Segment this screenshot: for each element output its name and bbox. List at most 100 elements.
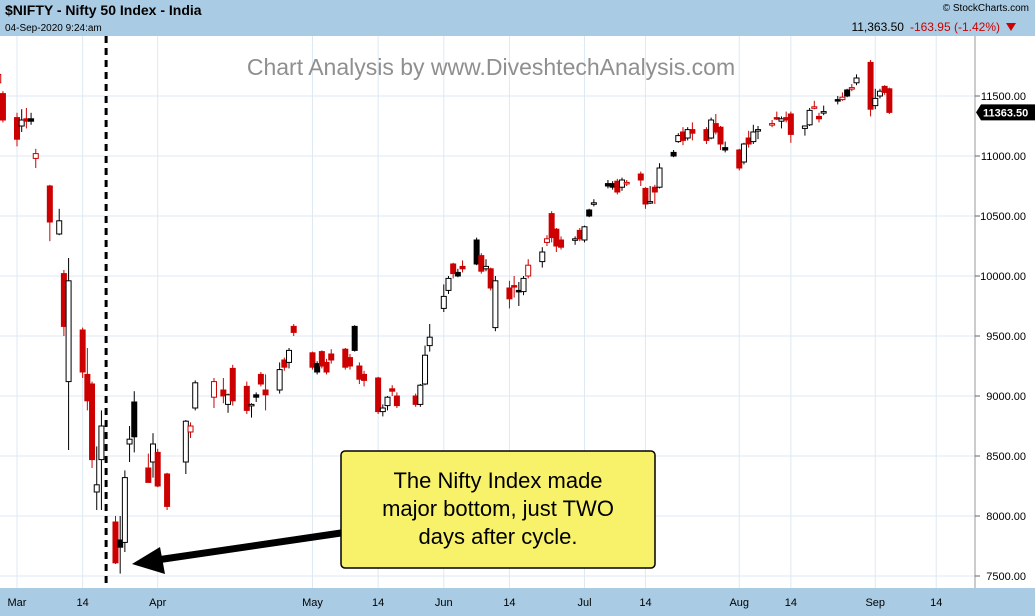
candle: [28, 112, 35, 125]
candle-body: [126, 438, 133, 445]
candle-body: [318, 351, 325, 367]
candle: [740, 142, 747, 165]
candle: [32, 148, 39, 168]
date-axis-panel: [0, 588, 1035, 616]
candle-body: [876, 90, 883, 97]
candle-body: [46, 185, 53, 223]
down-arrow-icon: [1006, 23, 1016, 31]
candle-body: [32, 153, 39, 159]
price-change: -163.95 (-1.42%): [910, 20, 1000, 34]
candle: [281, 357, 288, 371]
candlesticks: [0, 60, 893, 574]
candle: [769, 120, 776, 128]
candle-body: [56, 220, 63, 235]
candle-body: [487, 268, 494, 289]
candle-body: [121, 477, 128, 543]
candle-body: [243, 385, 250, 411]
candle-body: [346, 357, 353, 367]
candle: [820, 105, 827, 116]
candle: [876, 88, 883, 99]
x-tick-label: 14: [503, 597, 515, 609]
candle-body: [572, 238, 579, 241]
candle: [18, 109, 25, 132]
candle-body: [187, 425, 194, 433]
candle: [623, 180, 630, 186]
candle: [815, 112, 822, 123]
candle: [755, 126, 762, 140]
candle: [844, 88, 851, 98]
candle-body: [393, 395, 400, 407]
candle: [422, 345, 429, 386]
candle-body: [586, 209, 593, 217]
candle-body: [637, 173, 644, 181]
candle-body: [248, 403, 255, 407]
candle-body: [18, 119, 25, 127]
candle-body: [220, 389, 227, 397]
candle: [848, 84, 855, 92]
candle: [511, 276, 518, 298]
candle: [684, 127, 691, 141]
candle-body: [834, 99, 841, 102]
candle-body: [478, 255, 485, 272]
candle: [389, 385, 396, 396]
candle: [361, 370, 368, 387]
candle: [670, 150, 677, 158]
candle: [473, 237, 480, 266]
candle: [520, 276, 527, 296]
candle: [581, 225, 588, 243]
quote-line: 11,363.50 -163.95 (-1.42%): [851, 20, 1000, 34]
y-tick-label: 8500.00: [986, 451, 1026, 463]
candle-body: [656, 167, 663, 188]
candle: [722, 141, 729, 153]
candle: [89, 381, 96, 468]
last-price: 11,363.50: [851, 20, 904, 34]
candle: [290, 324, 297, 336]
candle-body: [740, 143, 747, 163]
candle-body: [28, 118, 35, 122]
candle-body: [98, 425, 105, 461]
callout-line-2: major bottom, just TWO: [382, 496, 614, 521]
candle: [393, 392, 400, 408]
candle: [56, 208, 63, 236]
candle-body: [351, 325, 358, 351]
candle: [445, 276, 452, 294]
candle-body: [131, 401, 138, 438]
candle: [543, 235, 550, 246]
candle: [93, 446, 100, 510]
candle-body: [820, 111, 827, 114]
candle-body: [229, 367, 236, 402]
candle: [164, 472, 171, 510]
candle: [558, 236, 565, 250]
candle-body: [361, 373, 368, 381]
candle: [145, 453, 152, 483]
candle: [459, 260, 466, 273]
x-tick-label: Jun: [435, 597, 453, 609]
candle: [642, 187, 649, 209]
y-tick-label: 9000.00: [986, 391, 1026, 403]
callout-box: [340, 450, 656, 569]
candle-body: [811, 106, 818, 109]
candle-body: [65, 280, 72, 383]
candle-body: [553, 228, 560, 247]
candle-body: [450, 263, 457, 275]
candle-body: [117, 539, 124, 548]
candle-body: [314, 363, 321, 373]
candle: [651, 184, 658, 204]
candle-body: [276, 369, 283, 391]
candle: [65, 258, 72, 450]
candle: [637, 171, 644, 186]
x-tick-label: Jul: [577, 597, 591, 609]
candle-body: [182, 420, 189, 463]
candle: [450, 262, 457, 279]
candle-body: [872, 97, 879, 107]
candle-body: [717, 126, 724, 145]
x-tick-label: 14: [77, 597, 89, 609]
candle: [717, 126, 724, 150]
y-tick-label: 10000.00: [980, 271, 1026, 283]
candle: [454, 268, 461, 278]
candle: [590, 199, 597, 207]
candle-body: [689, 129, 696, 134]
candle: [750, 124, 757, 144]
candle-body: [379, 407, 386, 413]
candle: [872, 88, 879, 110]
